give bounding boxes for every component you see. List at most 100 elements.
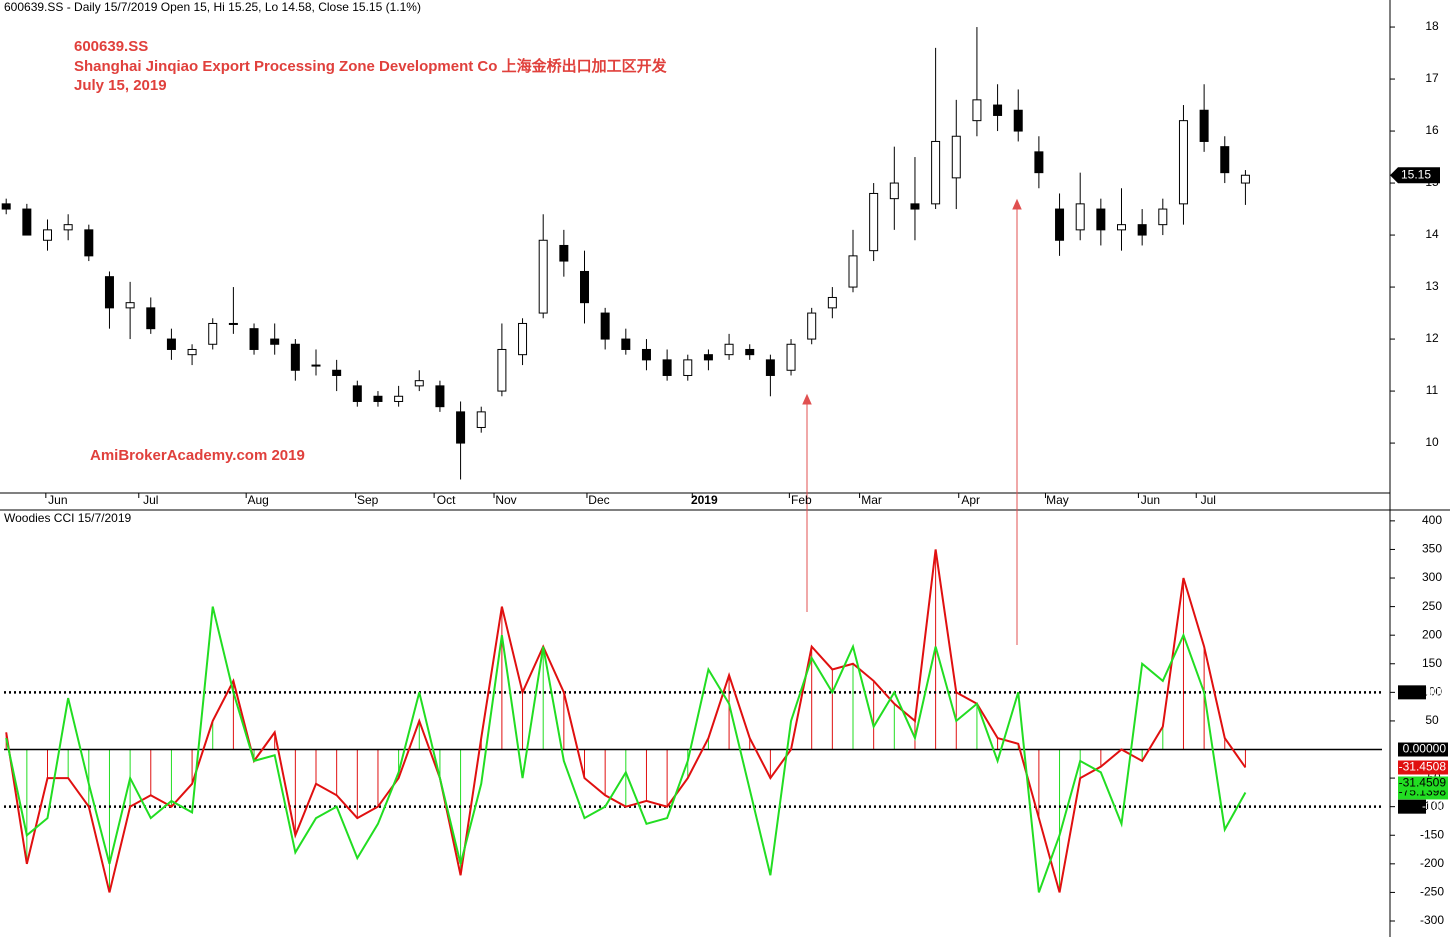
candle-body (373, 395, 383, 402)
x-tick-label: Aug (247, 493, 268, 507)
y-tick-label: 350 (1422, 542, 1442, 556)
candle-body (580, 270, 590, 304)
candle-body (662, 359, 672, 376)
value-label: -31.4509 (1399, 776, 1447, 790)
candle-body (1096, 208, 1106, 231)
header: 600639.SS - Daily 15/7/2019 Open 15, Hi … (4, 0, 421, 14)
y-tick-label: -100 (1420, 799, 1444, 813)
candle-body (993, 104, 1003, 116)
candle-body (414, 380, 424, 387)
y-tick-label: 400 (1422, 513, 1442, 527)
y-tick-label: 12 (1425, 331, 1439, 345)
candle-body (125, 302, 135, 309)
candle-body (332, 369, 342, 376)
y-tick-label: -200 (1420, 856, 1444, 870)
y-tick-label: 10 (1425, 435, 1439, 449)
y-tick-label: 50 (1425, 713, 1439, 727)
y-tick-label: 17 (1425, 71, 1439, 85)
candle-body (228, 322, 238, 325)
x-tick-label: Dec (588, 493, 609, 507)
level-box (1398, 742, 1448, 757)
candle-body (104, 276, 114, 309)
candle-body (435, 385, 445, 408)
candle-body (1158, 208, 1168, 226)
candle-body (786, 343, 796, 371)
x-tick-label: 2019 (691, 493, 718, 507)
candle-body (1240, 174, 1250, 184)
candle-body (270, 338, 280, 345)
panel-title: Woodies CCI 15/7/2019 (4, 511, 132, 525)
title: 600639.SS (74, 38, 148, 55)
x-tick-label: Jul (143, 493, 158, 507)
candle-body (476, 411, 486, 428)
level-label: -100 (1422, 799, 1446, 813)
candle-body (1220, 146, 1230, 174)
candle-body (600, 312, 610, 340)
value-label: -31.4508 (1399, 760, 1447, 774)
candle-body (22, 208, 32, 236)
candle-body (497, 348, 507, 392)
candle-body (146, 307, 156, 330)
x-tick-label: Oct (437, 493, 456, 507)
candle-body (456, 411, 466, 444)
candle-body (311, 364, 321, 367)
candle-body (1117, 224, 1127, 231)
candle-body (352, 385, 362, 402)
candle-body (848, 255, 858, 288)
candle-body (208, 322, 218, 345)
candle-body (394, 395, 404, 402)
candle-body (187, 348, 197, 356)
x-tick-label: Jun (1141, 493, 1160, 507)
watermark: AmiBrokerAcademy.com 2019 (90, 447, 305, 464)
candle-body (869, 192, 879, 252)
candle-body (84, 229, 94, 257)
candle-body (290, 343, 300, 371)
candle-body (1013, 109, 1023, 132)
arrow-head (802, 393, 812, 405)
candle-body (1055, 208, 1065, 241)
candle-body (807, 312, 817, 340)
candle-body (951, 135, 961, 179)
y-tick-label: 13 (1425, 279, 1439, 293)
candle-body (765, 359, 775, 376)
y-tick-label: 100 (1422, 685, 1442, 699)
cci-line (5, 606, 1247, 893)
candle-body (724, 343, 734, 356)
candle-body (1137, 224, 1147, 236)
y-tick-label: 250 (1422, 599, 1442, 613)
candle-body (745, 348, 755, 356)
candle-body (1199, 109, 1209, 142)
candle-body (641, 348, 651, 361)
candle-body (1034, 151, 1044, 174)
y-tick-label: 16 (1425, 123, 1439, 137)
title: July 15, 2019 (74, 77, 167, 94)
x-tick-label: Nov (495, 493, 516, 507)
value-box (1398, 776, 1448, 791)
y-tick-label: -150 (1420, 827, 1444, 841)
y-tick-label: 150 (1422, 656, 1442, 670)
candle-body (63, 224, 73, 231)
candle-body (1178, 120, 1188, 205)
x-tick-label: May (1046, 493, 1069, 507)
candle-body (518, 322, 528, 356)
candle-body (972, 99, 982, 122)
arrow-head (1012, 198, 1022, 210)
value-box (1398, 760, 1448, 775)
x-tick-label: Feb (791, 493, 812, 507)
level-label: 0.00000 (1403, 742, 1447, 756)
candle-body (889, 182, 899, 200)
y-tick-label: 300 (1422, 570, 1442, 584)
candle-body (910, 203, 920, 210)
x-tick-label: Apr (961, 493, 980, 507)
level-box (1398, 685, 1426, 700)
candle-body (683, 359, 693, 376)
y-tick-label: -300 (1420, 913, 1444, 927)
candle-body (1075, 203, 1085, 231)
candle-body (827, 296, 837, 309)
x-tick-label: Sep (357, 493, 379, 507)
price-marker (1390, 167, 1440, 184)
y-tick-label: -250 (1420, 885, 1444, 899)
cci-line (5, 549, 1247, 893)
candle-body (703, 354, 713, 361)
level-label: 100 (1426, 685, 1446, 699)
